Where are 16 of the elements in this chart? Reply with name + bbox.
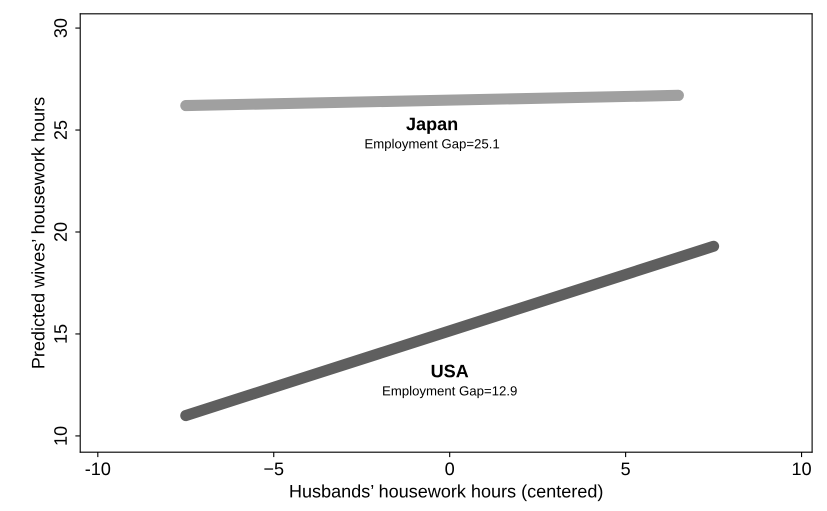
y-tick-label: 30 — [54, 18, 67, 38]
x-tick-label: −5 — [264, 462, 284, 476]
annotation: Employment Gap=12.9 — [383, 386, 517, 398]
series-label: USA — [432, 364, 468, 378]
x-tick-label: 0 — [445, 462, 454, 476]
y-axis-title: Predicted wives’ housework hours — [31, 98, 45, 368]
x-tick-label: -10 — [86, 462, 110, 476]
y-tick-label: 25 — [54, 120, 67, 140]
y-tick-label: 20 — [54, 222, 67, 242]
x-axis-title: Husbands’ housework hours (centered) — [290, 484, 602, 502]
annotation: Employment Gap=25.1 — [366, 138, 500, 152]
x-tick-label: 5 — [621, 462, 630, 476]
y-tick-label: 15 — [54, 324, 67, 343]
y-tick-label: 10 — [54, 426, 67, 445]
x-tick-label: 10 — [792, 462, 811, 476]
series-label: Japan — [406, 118, 458, 134]
